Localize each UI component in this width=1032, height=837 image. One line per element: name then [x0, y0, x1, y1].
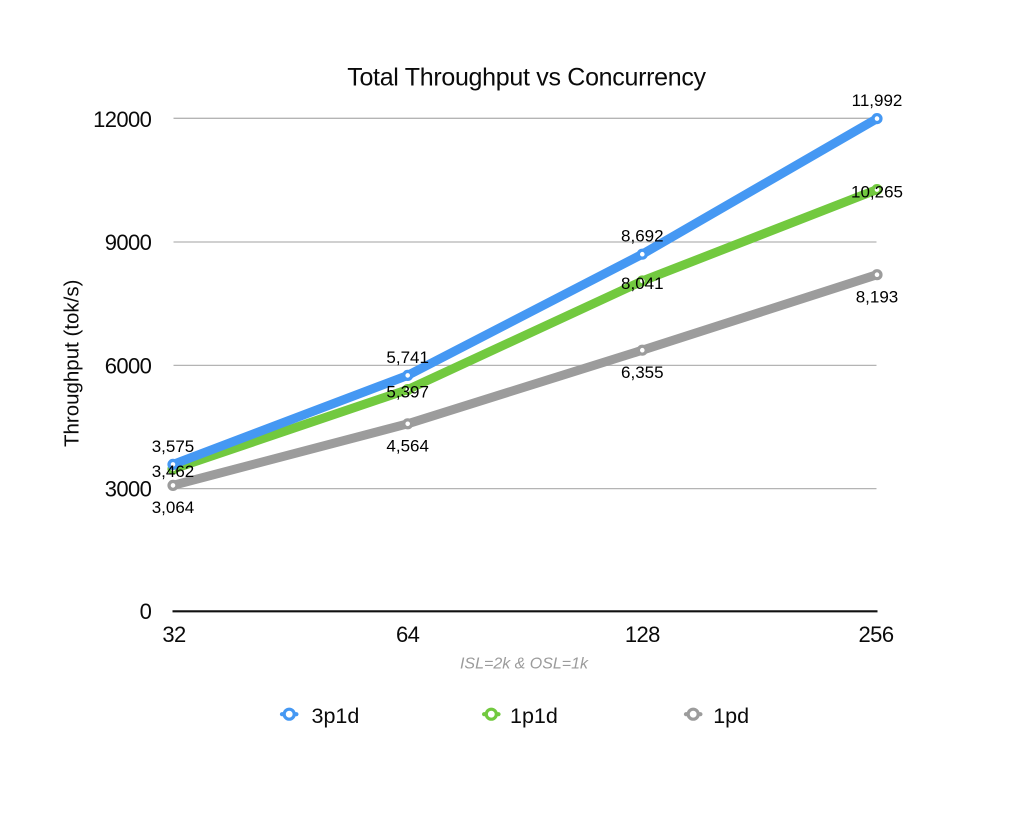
svg-text:4,564: 4,564: [386, 437, 429, 456]
svg-text:12000: 12000: [93, 107, 152, 132]
svg-text:11,992: 11,992: [852, 91, 903, 110]
svg-text:6,355: 6,355: [621, 363, 664, 382]
svg-text:8,692: 8,692: [621, 227, 664, 246]
svg-text:3,575: 3,575: [152, 437, 195, 456]
svg-text:Total Throughput vs Concurrenc: Total Throughput vs Concurrency: [347, 63, 706, 91]
svg-text:10,265: 10,265: [851, 182, 903, 201]
svg-text:9000: 9000: [105, 230, 152, 255]
svg-text:Throughput (tok/s): Throughput (tok/s): [60, 280, 83, 448]
svg-text:6000: 6000: [105, 353, 152, 378]
svg-text:3000: 3000: [105, 477, 152, 502]
svg-text:0: 0: [140, 599, 152, 624]
svg-text:8,041: 8,041: [621, 274, 664, 293]
svg-text:3,064: 3,064: [152, 498, 195, 517]
svg-text:64: 64: [396, 622, 420, 647]
svg-text:3,462: 3,462: [152, 462, 195, 481]
svg-text:1pd: 1pd: [713, 704, 749, 728]
svg-text:256: 256: [859, 622, 894, 647]
svg-text:ISL=2k & OSL=1k: ISL=2k & OSL=1k: [460, 656, 589, 673]
svg-text:5,741: 5,741: [386, 348, 429, 367]
svg-text:5,397: 5,397: [386, 382, 429, 401]
svg-text:8,193: 8,193: [856, 288, 899, 307]
svg-text:1p1d: 1p1d: [510, 704, 558, 728]
svg-text:32: 32: [162, 622, 186, 647]
svg-text:3p1d: 3p1d: [312, 704, 360, 728]
svg-text:128: 128: [625, 622, 660, 647]
